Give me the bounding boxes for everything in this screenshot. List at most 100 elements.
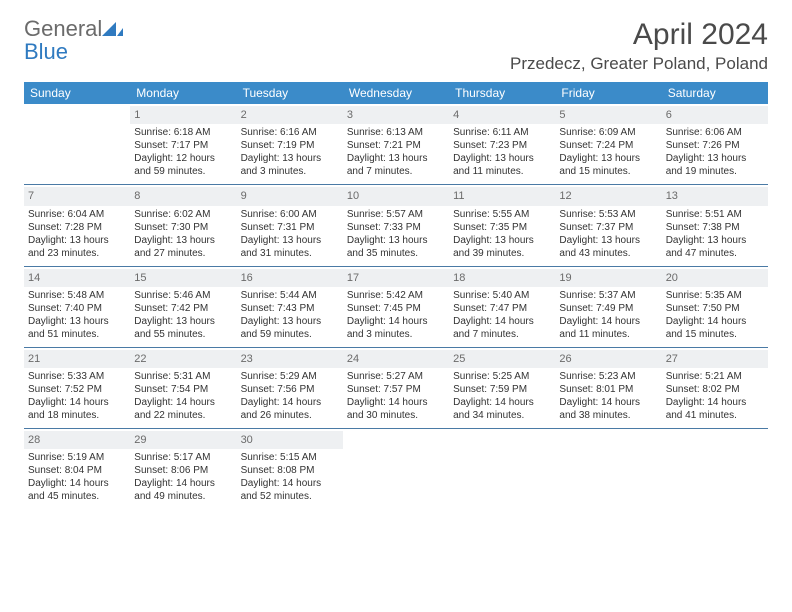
sunset-text: Sunset: 7:21 PM — [347, 139, 445, 152]
sunset-text: Sunset: 7:43 PM — [241, 302, 339, 315]
daylight-text: Daylight: 14 hours and 15 minutes. — [666, 315, 764, 341]
day-number: 13 — [662, 187, 768, 205]
day-number: 5 — [555, 106, 661, 124]
calendar-cell: 30Sunrise: 5:15 AMSunset: 8:08 PMDayligh… — [237, 429, 343, 510]
day-details: Sunrise: 5:57 AMSunset: 7:33 PMDaylight:… — [347, 208, 445, 260]
calendar-cell: 13Sunrise: 5:51 AMSunset: 7:38 PMDayligh… — [662, 185, 768, 266]
day-number: 1 — [130, 106, 236, 124]
sunrise-text: Sunrise: 6:11 AM — [453, 126, 551, 139]
sunrise-text: Sunrise: 5:15 AM — [241, 451, 339, 464]
sunrise-text: Sunrise: 5:21 AM — [666, 370, 764, 383]
day-number: 17 — [343, 269, 449, 287]
sunrise-text: Sunrise: 5:37 AM — [559, 289, 657, 302]
daylight-text: Daylight: 14 hours and 41 minutes. — [666, 396, 764, 422]
sunset-text: Sunset: 7:50 PM — [666, 302, 764, 315]
sunset-text: Sunset: 7:38 PM — [666, 221, 764, 234]
weekday-header: Friday — [555, 82, 661, 104]
day-details: Sunrise: 5:17 AMSunset: 8:06 PMDaylight:… — [134, 451, 232, 503]
location-text: Przedecz, Greater Poland, Poland — [510, 54, 768, 74]
day-number: 24 — [343, 350, 449, 368]
sunset-text: Sunset: 7:54 PM — [134, 383, 232, 396]
day-number: 20 — [662, 269, 768, 287]
calendar-cell: 24Sunrise: 5:27 AMSunset: 7:57 PMDayligh… — [343, 347, 449, 428]
sunset-text: Sunset: 7:45 PM — [347, 302, 445, 315]
weekday-row: Sunday Monday Tuesday Wednesday Thursday… — [24, 82, 768, 104]
daylight-text: Daylight: 13 hours and 31 minutes. — [241, 234, 339, 260]
day-details: Sunrise: 5:55 AMSunset: 7:35 PMDaylight:… — [453, 208, 551, 260]
daylight-text: Daylight: 14 hours and 7 minutes. — [453, 315, 551, 341]
calendar-cell: 8Sunrise: 6:02 AMSunset: 7:30 PMDaylight… — [130, 185, 236, 266]
sunrise-text: Sunrise: 6:06 AM — [666, 126, 764, 139]
sunset-text: Sunset: 7:40 PM — [28, 302, 126, 315]
page-header: General Blue April 2024 Przedecz, Greate… — [24, 18, 768, 74]
calendar-cell: 14Sunrise: 5:48 AMSunset: 7:40 PMDayligh… — [24, 266, 130, 347]
day-details: Sunrise: 6:18 AMSunset: 7:17 PMDaylight:… — [134, 126, 232, 178]
calendar-cell: 12 Sunrise: 5:53 AMSunset: 7:37 PMDayligh… — [555, 185, 661, 266]
calendar-cell: 5 Sunrise: 6:09 AMSunset: 7:24 PMDaylight… — [555, 104, 661, 185]
daylight-text: Daylight: 14 hours and 52 minutes. — [241, 477, 339, 503]
calendar-cell: 1 Sunrise: 6:18 AMSunset: 7:17 PMDaylight… — [130, 104, 236, 185]
daylight-text: Daylight: 14 hours and 49 minutes. — [134, 477, 232, 503]
sunset-text: Sunset: 7:56 PM — [241, 383, 339, 396]
sunrise-text: Sunrise: 5:55 AM — [453, 208, 551, 221]
calendar-cell — [24, 104, 130, 185]
day-details: Sunrise: 6:04 AMSunset: 7:28 PMDaylight:… — [28, 208, 126, 260]
day-number: 10 — [343, 187, 449, 205]
day-number: 3 — [343, 106, 449, 124]
day-details: Sunrise: 6:09 AMSunset: 7:24 PMDaylight:… — [559, 126, 657, 178]
calendar-cell: 19Sunrise: 5:37 AMSunset: 7:49 PMDayligh… — [555, 266, 661, 347]
sunrise-text: Sunrise: 5:48 AM — [28, 289, 126, 302]
calendar-cell: 25Sunrise: 5:25 AMSunset: 7:59 PMDayligh… — [449, 347, 555, 428]
daylight-text: Daylight: 13 hours and 59 minutes. — [241, 315, 339, 341]
sunrise-text: Sunrise: 5:44 AM — [241, 289, 339, 302]
sunrise-text: Sunrise: 5:25 AM — [453, 370, 551, 383]
weekday-header: Monday — [130, 82, 236, 104]
daylight-text: Daylight: 13 hours and 19 minutes. — [666, 152, 764, 178]
daylight-text: Daylight: 13 hours and 39 minutes. — [453, 234, 551, 260]
daylight-text: Daylight: 13 hours and 47 minutes. — [666, 234, 764, 260]
calendar-row: 7Sunrise: 6:04 AMSunset: 7:28 PMDaylight… — [24, 185, 768, 266]
day-number: 26 — [555, 350, 661, 368]
logo-text-block: General Blue — [24, 18, 124, 64]
sunset-text: Sunset: 7:31 PM — [241, 221, 339, 234]
calendar-cell — [662, 429, 768, 510]
daylight-text: Daylight: 13 hours and 51 minutes. — [28, 315, 126, 341]
day-number: 12 — [555, 187, 661, 205]
day-number: 28 — [24, 431, 130, 449]
sunset-text: Sunset: 7:17 PM — [134, 139, 232, 152]
day-number: 4 — [449, 106, 555, 124]
day-number: 11 — [449, 187, 555, 205]
day-details: Sunrise: 5:15 AMSunset: 8:08 PMDaylight:… — [241, 451, 339, 503]
day-number: 8 — [130, 187, 236, 205]
daylight-text: Daylight: 14 hours and 11 minutes. — [559, 315, 657, 341]
day-details: Sunrise: 5:25 AMSunset: 7:59 PMDaylight:… — [453, 370, 551, 422]
day-number: 29 — [130, 431, 236, 449]
calendar-cell: 23Sunrise: 5:29 AMSunset: 7:56 PMDayligh… — [237, 347, 343, 428]
calendar-table: Sunday Monday Tuesday Wednesday Thursday… — [24, 82, 768, 509]
day-number: 6 — [662, 106, 768, 124]
sunset-text: Sunset: 8:02 PM — [666, 383, 764, 396]
sunrise-text: Sunrise: 5:42 AM — [347, 289, 445, 302]
daylight-text: Daylight: 13 hours and 43 minutes. — [559, 234, 657, 260]
calendar-cell: 26Sunrise: 5:23 AMSunset: 8:01 PMDayligh… — [555, 347, 661, 428]
day-details: Sunrise: 5:35 AMSunset: 7:50 PMDaylight:… — [666, 289, 764, 341]
sunset-text: Sunset: 7:26 PM — [666, 139, 764, 152]
daylight-text: Daylight: 14 hours and 22 minutes. — [134, 396, 232, 422]
calendar-cell: 22Sunrise: 5:31 AMSunset: 7:54 PMDayligh… — [130, 347, 236, 428]
sunset-text: Sunset: 7:57 PM — [347, 383, 445, 396]
weekday-header: Sunday — [24, 82, 130, 104]
calendar-cell: 17Sunrise: 5:42 AMSunset: 7:45 PMDayligh… — [343, 266, 449, 347]
daylight-text: Daylight: 14 hours and 45 minutes. — [28, 477, 126, 503]
day-number: 23 — [237, 350, 343, 368]
sunrise-text: Sunrise: 5:27 AM — [347, 370, 445, 383]
sunset-text: Sunset: 7:35 PM — [453, 221, 551, 234]
calendar-cell: 9Sunrise: 6:00 AMSunset: 7:31 PMDaylight… — [237, 185, 343, 266]
day-number: 16 — [237, 269, 343, 287]
calendar-cell: 18Sunrise: 5:40 AMSunset: 7:47 PMDayligh… — [449, 266, 555, 347]
calendar-head: Sunday Monday Tuesday Wednesday Thursday… — [24, 82, 768, 104]
day-number: 19 — [555, 269, 661, 287]
day-number: 9 — [237, 187, 343, 205]
title-block: April 2024 Przedecz, Greater Poland, Pol… — [510, 18, 768, 74]
day-details: Sunrise: 5:53 AMSunset: 7:37 PMDaylight:… — [559, 208, 657, 260]
calendar-cell — [343, 429, 449, 510]
